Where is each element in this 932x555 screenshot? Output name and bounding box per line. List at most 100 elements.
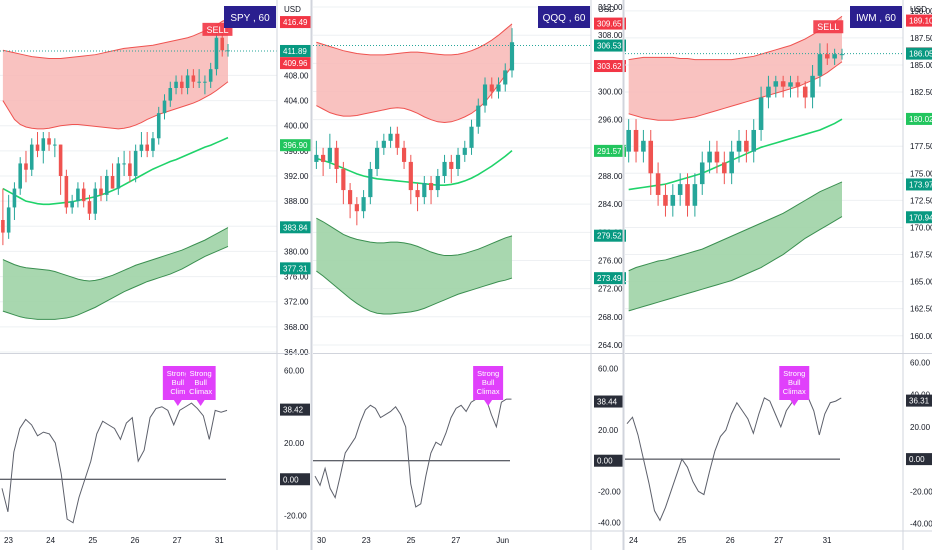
spy-lower-band-top	[2, 227, 229, 282]
iwm-y-tick: 187.50	[910, 34, 932, 43]
spy-climax-text: Bull	[172, 378, 185, 387]
qqq-climax-text: Bull	[482, 378, 495, 387]
iwm-candle-body	[699, 162, 705, 185]
qqq-upper-band-top	[316, 23, 513, 56]
spy-candle-body	[133, 150, 138, 176]
spy-y-tick: 400.00	[284, 122, 309, 131]
iwm-candle-body	[714, 151, 720, 163]
spy-y-tick: 408.00	[284, 71, 309, 80]
iwm-candle-body	[685, 184, 690, 206]
qqq-candle-body	[489, 84, 494, 92]
spy-osc-tag-text: 38.42	[283, 406, 304, 415]
spy-candle-body	[128, 163, 132, 176]
spy-candle-body	[81, 188, 86, 202]
iwm-x-tick: 27	[774, 536, 783, 545]
spy-signal-text: SELL	[206, 25, 228, 35]
qqq-osc-tag	[594, 395, 624, 408]
qqq-candle-body	[469, 126, 474, 148]
qqq-price-tag-text: 279.52	[597, 232, 622, 241]
qqq-candle-body	[435, 176, 440, 191]
qqq-candle-body	[334, 147, 339, 169]
qqq-upper-band	[316, 23, 512, 123]
iwm-plot-area	[626, 15, 845, 312]
iwm-candle-body	[825, 54, 830, 59]
qqq-symbol-badge	[538, 6, 590, 28]
qqq-y-tick: 288.00	[598, 172, 623, 181]
spy-candle-body	[162, 100, 167, 114]
iwm-candle-body	[839, 54, 845, 56]
qqq-x-tick: 30	[317, 536, 326, 545]
qqq-y-tick: 312.00	[598, 3, 623, 12]
iwm-climax-text: Bull	[788, 378, 801, 387]
iwm-x-tick: 26	[726, 536, 735, 545]
spy-x-tick: 31	[215, 536, 224, 545]
iwm-x-tick: 24	[629, 536, 638, 545]
qqq-symbol-text: QQQ , 60	[543, 13, 586, 24]
spy-climax-text: Strong	[167, 369, 189, 378]
iwm-candle-body	[766, 86, 771, 98]
iwm-price-tag	[906, 112, 932, 125]
iwm-upper-band	[628, 16, 842, 121]
iwm-price-tag	[906, 47, 932, 60]
iwm-upper-band-top	[628, 15, 843, 61]
spy-lower-band-bottom	[2, 245, 229, 320]
qqq-candle-body	[354, 204, 359, 212]
iwm-signal-badge	[813, 20, 844, 34]
spy-candle-body	[12, 188, 17, 208]
spy-currency: USD	[284, 5, 301, 14]
spy-price-tag-text: 409.96	[283, 59, 308, 68]
iwm-signal-text: SELL	[817, 22, 839, 32]
spy-candle-body	[93, 188, 98, 214]
spy-candle-body	[24, 163, 28, 170]
spy-x-tick: 24	[46, 536, 55, 545]
iwm-candle-body	[670, 194, 676, 206]
spy-y-tick: 364.00	[284, 348, 309, 357]
qqq-climax-text: Climax	[477, 387, 500, 396]
qqq-climax-pointer	[484, 400, 493, 406]
iwm-x-tick: 31	[823, 536, 832, 545]
spy-price-tag-text: 377.31	[283, 264, 308, 273]
qqq-chart: QQQ , 60USD312.00308.00304.00300.00296.0…	[313, 0, 626, 550]
iwm-symbol-badge	[850, 6, 902, 28]
spy-y-tick: 388.00	[284, 197, 309, 206]
spy-oscillator-line	[1, 402, 228, 524]
spy-price-tag-text: 411.89	[283, 47, 307, 56]
qqq-price-tag-text: 291.57	[597, 147, 622, 156]
spy-candle-body	[70, 201, 74, 208]
iwm-y-tick: 170.00	[910, 223, 932, 232]
qqq-candle-body	[422, 183, 427, 198]
qqq-candle-body	[348, 190, 353, 205]
qqq-midline	[316, 150, 513, 186]
iwm-price-tag-text: 180.02	[909, 115, 932, 124]
iwm-price-tag-text: 189.10	[909, 17, 932, 26]
spy-candle-body	[35, 144, 40, 151]
qqq-osc-tick: -40.00	[598, 518, 621, 527]
spy-candle-body	[58, 144, 63, 176]
iwm-y-tick: 177.50	[910, 142, 932, 151]
spy-price-tag	[280, 139, 312, 152]
spy-candle-body	[64, 176, 69, 208]
qqq-climax-text: Strong	[477, 369, 499, 378]
spy-candle-body	[53, 144, 57, 146]
spy-climax-pointer	[196, 400, 205, 406]
qqq-x-tick: 25	[407, 536, 416, 545]
qqq-candle-body	[327, 147, 332, 162]
spy-price-tag	[280, 262, 312, 275]
iwm-y-tick: 175.00	[910, 169, 932, 178]
iwm-candle-body	[633, 129, 639, 152]
spy-candle-body	[168, 88, 173, 101]
spy-candle-body	[99, 188, 103, 195]
qqq-osc-tick: -20.00	[598, 488, 621, 497]
spy-price-tag	[280, 221, 312, 234]
qqq-candle-body	[388, 133, 393, 141]
qqq-candle-body	[381, 140, 386, 148]
qqq-candle-body	[408, 161, 413, 191]
iwm-candle-body	[773, 81, 779, 87]
spy-y-tick: 376.00	[284, 273, 309, 282]
qqq-candle-body	[496, 84, 501, 92]
iwm-lower-band	[628, 181, 842, 311]
iwm-lower-band-top	[628, 181, 843, 272]
iwm-candle-body	[692, 184, 698, 206]
spy-candle-body	[174, 81, 178, 88]
